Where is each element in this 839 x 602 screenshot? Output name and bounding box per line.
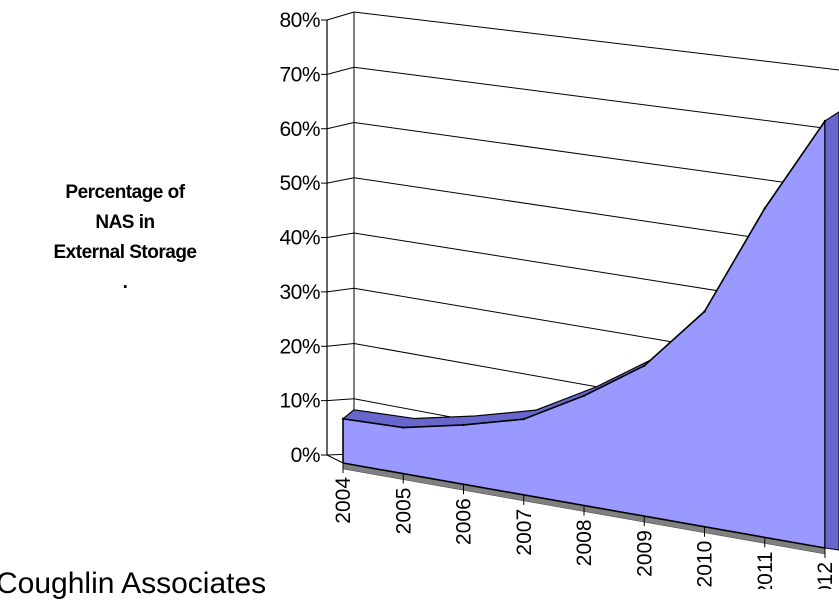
y-tick-label-5: 50%	[279, 172, 320, 195]
gridline-side-1	[326, 398, 355, 402]
gridline-back-6	[353, 122, 839, 191]
x-axis-tick-labels: 2004 2005 2006 2007 2008 2009 2010 2011 2012	[332, 477, 837, 589]
data-point-2012	[823, 119, 827, 123]
data-point-2005	[402, 426, 405, 429]
x-tick-label-2010: 2010	[694, 541, 717, 588]
data-point-2010	[703, 310, 706, 313]
footer-credit: Coughlin Associates	[0, 567, 267, 600]
x-tick-label-2011: 2011	[754, 551, 777, 589]
y-tick-label-8: 80%	[279, 9, 320, 32]
x-tick-label-2009: 2009	[633, 530, 656, 577]
y-axis-title-line-4: .	[122, 272, 128, 293]
area-end-cap	[824, 111, 839, 551]
floor-left-edge	[326, 454, 344, 464]
y-tick-label-0: 0%	[291, 444, 320, 467]
y-tick-label-7: 70%	[279, 63, 320, 86]
y-axis-tick-labels: 0% 10% 20% 30% 40% 50% 60% 70% 80%	[279, 9, 320, 467]
data-point-2007	[522, 417, 525, 421]
gridline-side-5	[326, 177, 355, 184]
y-tick-label-1: 10%	[279, 390, 320, 413]
gridline-side-6	[326, 122, 355, 130]
data-point-2008	[582, 394, 586, 397]
area-front-face	[342, 120, 826, 549]
chart-area-series	[341, 111, 839, 551]
gridline-side-2	[326, 343, 355, 347]
y-tick-label-6: 60%	[279, 118, 320, 141]
gridline-side-7	[326, 66, 355, 75]
y-axis-title: Percentage of NAS in External Storage .	[10, 178, 240, 298]
y-tick-label-4: 40%	[279, 227, 320, 250]
data-point-2009	[643, 364, 646, 368]
x-tick-label-2007: 2007	[513, 509, 536, 556]
gridline-side-8	[326, 11, 355, 21]
x-tick-label-2006: 2006	[453, 498, 476, 545]
data-point-2011	[763, 207, 766, 210]
y-axis-title-line-2: NAS in	[95, 212, 155, 233]
x-tick-label-2005: 2005	[392, 488, 415, 535]
data-point-2004	[341, 417, 345, 420]
chart-canvas: 0%10%20%30%40%50%60%70%80% 2004 2005 2006 2…	[279, 9, 839, 589]
gridline-side-3	[326, 287, 355, 293]
x-tick-label-2008: 2008	[573, 520, 596, 567]
y-axis-title-line-1: Percentage of	[65, 182, 185, 203]
x-tick-label-2004: 2004	[332, 477, 355, 524]
data-point-2006	[462, 423, 465, 427]
y-axis-title-line-3: External Storage	[53, 242, 198, 263]
y-tick-label-2: 20%	[279, 335, 320, 358]
gridline-back-7	[353, 66, 839, 131]
gridline-back-8	[353, 11, 839, 71]
gridline-side-4	[326, 232, 355, 238]
y-tick-label-3: 30%	[279, 281, 320, 304]
x-tick-label-2012: 2012	[814, 562, 837, 589]
